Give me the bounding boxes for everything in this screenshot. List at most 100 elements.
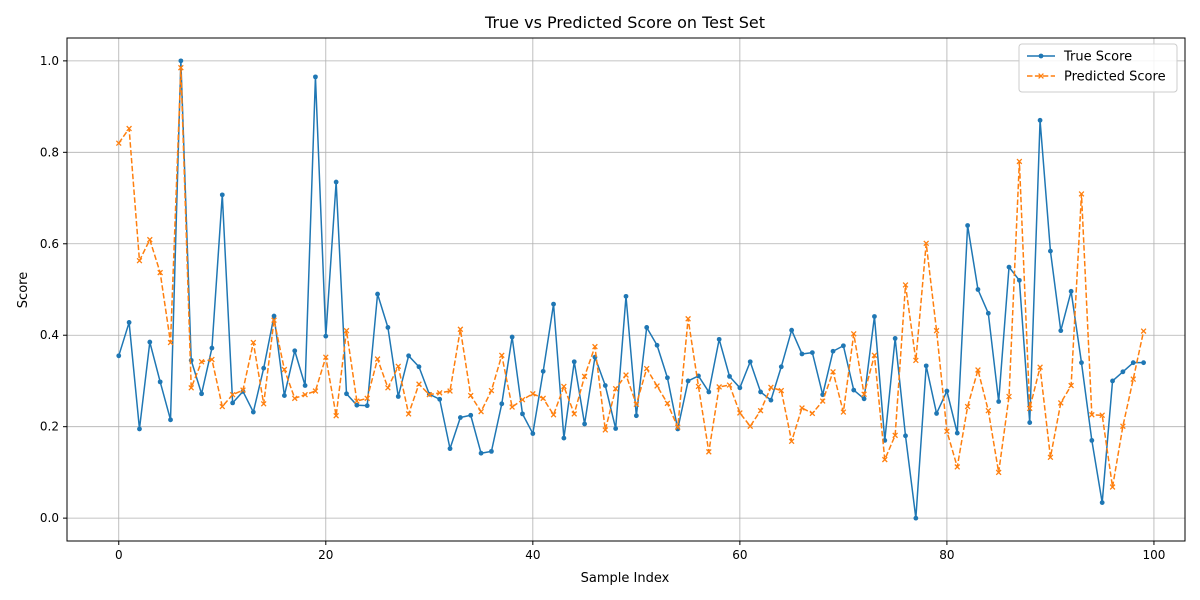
true-score-point xyxy=(965,223,971,228)
predicted-score-point xyxy=(291,395,298,402)
true-score-point xyxy=(551,301,556,307)
true-score-point xyxy=(706,389,712,395)
true-score-point xyxy=(395,394,401,399)
predicted-score-point xyxy=(964,403,971,410)
true-score-point xyxy=(333,179,339,185)
true-score-point xyxy=(457,415,463,420)
true-score-point xyxy=(344,391,349,397)
true-score-point xyxy=(861,396,867,402)
true-score-point xyxy=(489,448,494,454)
true-score-point xyxy=(364,403,370,409)
y-tick-label: 0.0 xyxy=(40,511,59,525)
true-score-point xyxy=(716,336,722,342)
true-score-point xyxy=(892,336,898,341)
true-score-point xyxy=(1027,420,1033,425)
true-score-point xyxy=(1141,360,1146,366)
predicted-score-point xyxy=(385,384,391,391)
predicted-score-point xyxy=(757,407,764,414)
predicted-score-point xyxy=(478,408,484,415)
true-score-point xyxy=(996,399,1002,404)
true-score-point xyxy=(313,74,318,80)
true-score-point xyxy=(416,364,422,370)
predicted-score-point xyxy=(912,357,919,364)
predicted-score-point xyxy=(623,372,629,378)
true-score-point xyxy=(281,393,287,398)
true-score-series xyxy=(116,58,1146,521)
predicted-score-point xyxy=(788,438,795,445)
x-tick-label: 20 xyxy=(318,548,333,562)
true-score-point xyxy=(778,364,784,370)
predicted-score-point xyxy=(933,327,940,334)
true-score-point xyxy=(923,363,929,369)
true-score-point xyxy=(768,397,774,403)
predicted-score-point xyxy=(695,383,702,390)
predicted-score-point xyxy=(353,398,360,404)
y-tick-label: 0.2 xyxy=(40,420,59,434)
true-score-point xyxy=(747,359,753,365)
predicted-score-point xyxy=(726,382,733,388)
x-tick-label: 40 xyxy=(525,548,540,562)
predicted-score-point xyxy=(1026,405,1033,412)
y-tick-label: 0.4 xyxy=(40,328,59,342)
predicted-score-point xyxy=(219,403,226,410)
predicted-score-point xyxy=(664,400,671,407)
true-score-point xyxy=(1006,264,1012,270)
true-score-point xyxy=(582,421,587,427)
true-score-point xyxy=(302,383,308,388)
true-score-point xyxy=(478,450,484,456)
true-score-point xyxy=(530,431,536,436)
predicted-score-point xyxy=(1016,158,1023,165)
predicted-score-point xyxy=(633,401,640,408)
predicted-score-point xyxy=(902,282,909,288)
predicted-score-point xyxy=(467,392,474,399)
predicted-score-point xyxy=(260,400,267,407)
true-score-point xyxy=(1037,117,1043,123)
true-score-point xyxy=(1099,500,1105,505)
true-score-point xyxy=(447,446,453,452)
true-score-point xyxy=(323,333,329,339)
true-score-point xyxy=(633,413,639,419)
true-score-point xyxy=(623,293,629,299)
true-score-point xyxy=(406,353,412,359)
predicted-score-point xyxy=(509,404,515,410)
predicted-score-point xyxy=(892,432,899,439)
predicted-score-point xyxy=(209,356,215,363)
true-score-point xyxy=(292,348,298,354)
predicted-score-point xyxy=(799,405,805,411)
predicted-score-point xyxy=(975,367,981,373)
predicted-score-point xyxy=(488,387,495,394)
true-score-point xyxy=(913,515,919,521)
true-score-legend-marker xyxy=(1038,53,1044,59)
predicted-score-point xyxy=(519,396,526,403)
true-score-point xyxy=(1120,369,1126,375)
predicted-score-point xyxy=(1057,400,1064,406)
predicted-score-point xyxy=(809,410,816,417)
true-score-point xyxy=(178,58,184,64)
predicted-score-point xyxy=(529,390,536,397)
true-score-point xyxy=(985,310,991,316)
predicted-score-point xyxy=(705,448,712,455)
predicted-score-point xyxy=(581,373,588,380)
true-score-point xyxy=(540,368,546,374)
x-tick-label: 100 xyxy=(1142,548,1165,562)
true-score-point xyxy=(437,396,443,402)
predicted-score-point xyxy=(426,391,433,398)
predicted-score-point xyxy=(229,391,236,398)
true-score-point xyxy=(137,426,142,432)
axis-ticks: 0 20 40 60 80 100 0.0 0.2 0.4 0.6 0.8 1.0 xyxy=(40,54,1165,562)
predicted-score-point xyxy=(1120,423,1126,430)
predicted-score-point xyxy=(850,330,857,337)
true-score-point xyxy=(209,345,215,351)
true-score-point xyxy=(271,313,277,319)
true-score-point xyxy=(126,320,132,325)
predicted-score-point xyxy=(271,317,277,323)
y-tick-label: 0.6 xyxy=(40,237,59,251)
predicted-score-point xyxy=(612,385,619,392)
true-score-point xyxy=(250,409,256,415)
y-tick-label: 1.0 xyxy=(40,54,59,68)
predicted-score-point xyxy=(944,428,950,435)
true-score-point xyxy=(954,430,960,436)
true-score-point xyxy=(944,388,950,394)
true-score-point xyxy=(385,325,391,330)
